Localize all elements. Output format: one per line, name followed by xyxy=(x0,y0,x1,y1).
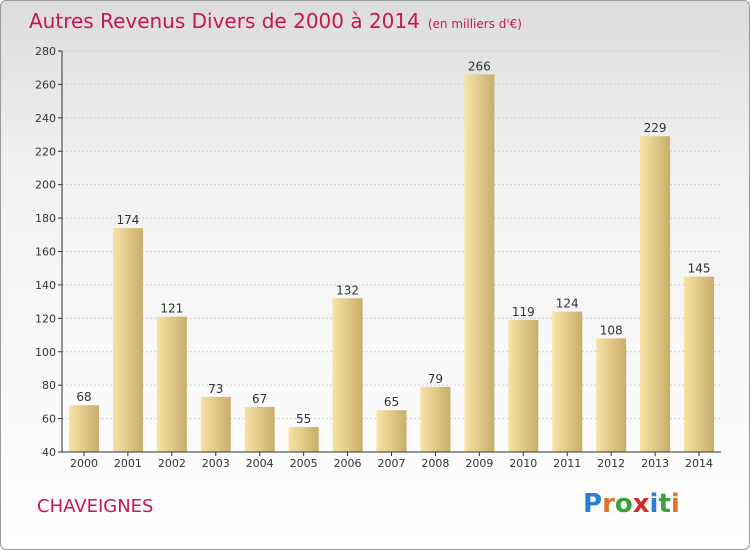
axes xyxy=(58,50,721,456)
x-tick-label-2005: 2005 xyxy=(290,457,318,470)
x-tick-label-2009: 2009 xyxy=(465,457,493,470)
x-tick-label-2013: 2013 xyxy=(641,457,669,470)
data-label-2004: 67 xyxy=(252,392,267,406)
x-tick-label-2014: 2014 xyxy=(685,457,713,470)
data-label-2014: 145 xyxy=(688,262,711,276)
y-tick-label: 140 xyxy=(35,279,56,292)
y-tick-label: 80 xyxy=(42,379,56,392)
bar-2005 xyxy=(288,426,319,452)
bar-2009 xyxy=(464,74,495,453)
chart-title: Autres Revenus Divers de 2000 à 2014 (en … xyxy=(29,9,522,33)
bar-2003 xyxy=(200,396,231,452)
y-tick-label: 200 xyxy=(35,179,56,192)
data-label-2008: 79 xyxy=(428,372,443,386)
y-tick-label: 160 xyxy=(35,246,56,259)
y-tick-label: 260 xyxy=(35,78,56,91)
y-tick-label: 40 xyxy=(42,446,56,459)
bar-2010 xyxy=(508,320,539,452)
data-label-2011: 124 xyxy=(556,297,579,311)
bar-2006 xyxy=(332,298,363,452)
bar-2008 xyxy=(420,386,451,452)
bars xyxy=(68,74,715,453)
logo-letter: r xyxy=(602,489,615,519)
logo-letter: i xyxy=(649,489,659,519)
bar-2013 xyxy=(640,136,671,452)
data-label-2006: 132 xyxy=(336,283,359,297)
bar-2012 xyxy=(596,338,627,452)
data-label-2013: 229 xyxy=(644,121,667,135)
logo-letter: x xyxy=(632,489,650,519)
x-tick-label-2007: 2007 xyxy=(378,457,406,470)
x-tick-label-2011: 2011 xyxy=(553,457,581,470)
y-tick-label: 240 xyxy=(35,112,56,125)
data-label-2007: 65 xyxy=(384,395,399,409)
logo-letter: t xyxy=(658,489,671,519)
data-label-2002: 121 xyxy=(160,302,183,316)
bar-2002 xyxy=(156,316,187,452)
data-label-2009: 266 xyxy=(468,59,491,73)
x-tick-label-2004: 2004 xyxy=(246,457,274,470)
logo-letter: i xyxy=(670,489,680,519)
bar-2014 xyxy=(684,276,715,452)
commune-name: CHAVEIGNES xyxy=(37,496,154,517)
x-tick-label-2010: 2010 xyxy=(509,457,537,470)
x-tick-label-2000: 2000 xyxy=(70,457,98,470)
y-tick-label: 120 xyxy=(35,312,56,325)
data-label-2003: 73 xyxy=(208,382,223,396)
chart-subtitle: (en milliers d'€) xyxy=(427,17,522,31)
chart-title-text: Autres Revenus Divers de 2000 à 2014 xyxy=(29,9,420,33)
bar-2011 xyxy=(552,311,583,452)
y-tick-label: 280 xyxy=(35,45,56,58)
bar-2004 xyxy=(244,406,275,452)
proxiti-logo: Proxiti xyxy=(583,489,680,519)
data-label-2010: 119 xyxy=(512,305,535,319)
x-tick-label-2002: 2002 xyxy=(158,457,186,470)
bar-2007 xyxy=(376,410,407,452)
x-tick-label-2008: 2008 xyxy=(421,457,449,470)
data-label-2001: 174 xyxy=(116,213,139,227)
y-tick-label: 60 xyxy=(42,413,56,426)
bar-2000 xyxy=(68,405,99,452)
data-label-2012: 108 xyxy=(600,323,623,337)
x-tick-label-2001: 2001 xyxy=(114,457,142,470)
bar-2001 xyxy=(112,228,143,452)
x-tick-label-2006: 2006 xyxy=(334,457,362,470)
labels: 40 60 80 100 120 140 160 180 200 220 240 260 280 68 20… xyxy=(35,45,713,470)
y-tick-label: 180 xyxy=(35,212,56,225)
x-tick-label-2003: 2003 xyxy=(202,457,230,470)
y-tick-label: 100 xyxy=(35,346,56,359)
logo-letter: P xyxy=(583,489,603,519)
data-label-2000: 68 xyxy=(76,390,91,404)
logo-letter: o xyxy=(614,489,633,519)
x-tick-label-2012: 2012 xyxy=(597,457,625,470)
y-tick-label: 220 xyxy=(35,145,56,158)
data-label-2005: 55 xyxy=(296,412,311,426)
